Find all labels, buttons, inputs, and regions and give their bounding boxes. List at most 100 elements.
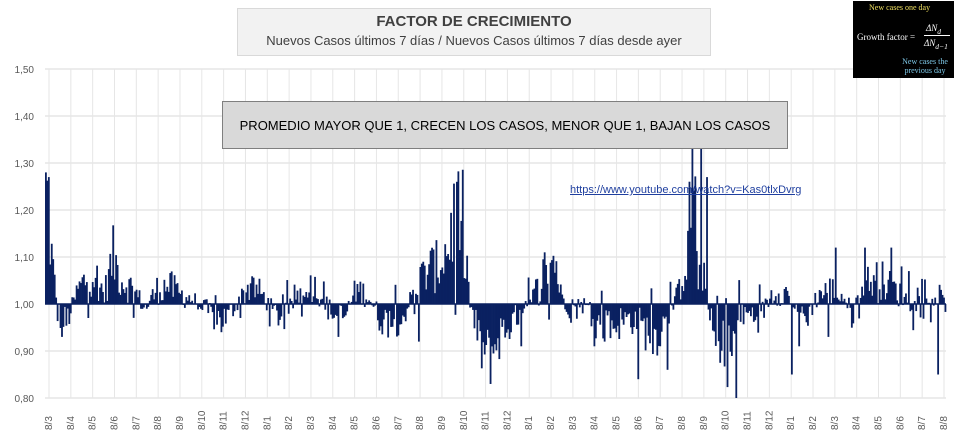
bar: [93, 287, 96, 304]
bar: [662, 304, 665, 317]
x-tick-label: 8/7: [655, 416, 666, 430]
bar: [934, 297, 937, 304]
bar: [735, 304, 738, 398]
bar: [834, 247, 837, 304]
grid-layer: [45, 68, 946, 399]
bar: [757, 304, 760, 333]
bar: [390, 304, 392, 327]
bar: [454, 304, 457, 315]
bar: [65, 304, 68, 326]
bar: [461, 169, 464, 304]
bar: [826, 292, 828, 304]
bar: [907, 271, 910, 304]
bar: [562, 298, 565, 304]
bar: [292, 304, 294, 309]
bar: [622, 304, 625, 325]
bar: [929, 304, 932, 323]
bar: [400, 304, 403, 325]
bar: [268, 304, 271, 327]
bar: [88, 291, 91, 304]
bar: [941, 294, 944, 304]
bar: [533, 288, 536, 304]
bar: [372, 304, 375, 307]
bar: [827, 304, 830, 337]
bar: [488, 304, 490, 338]
bar: [382, 304, 385, 320]
bar: [831, 279, 834, 304]
x-tick-label: 8/8: [677, 416, 688, 430]
bar: [739, 304, 742, 322]
bar: [609, 304, 612, 339]
bar: [306, 297, 309, 304]
bar: [652, 304, 654, 355]
bar: [160, 300, 163, 304]
bar: [540, 288, 543, 304]
bar: [752, 304, 755, 322]
bar: [842, 301, 844, 304]
x-tick-label: 8/9: [699, 416, 710, 430]
bar: [482, 304, 485, 343]
bar: [546, 283, 549, 304]
bar: [344, 304, 347, 316]
bar: [214, 295, 217, 304]
x-tick-label: 8/11: [743, 411, 754, 430]
bar: [665, 304, 667, 317]
bar: [308, 292, 311, 304]
bar: [632, 304, 635, 328]
bar: [150, 294, 153, 304]
bar: [185, 297, 188, 304]
bar: [690, 227, 692, 304]
bar: [166, 286, 169, 304]
bar: [786, 290, 789, 304]
bar: [580, 301, 583, 304]
bar: [381, 304, 384, 335]
bar: [523, 304, 526, 309]
x-tick-label: 8/8: [153, 416, 164, 430]
bar: [861, 286, 863, 304]
youtube-link[interactable]: https://www.youtube.com/watch?v=Kas0tlxD…: [570, 184, 802, 196]
bar: [711, 304, 714, 331]
bar: [792, 304, 795, 308]
bar: [518, 304, 521, 310]
bar: [709, 304, 711, 321]
bar: [681, 286, 684, 304]
x-tick-label: 8/9: [437, 416, 448, 430]
bar: [128, 279, 131, 304]
bar: [521, 304, 524, 314]
bar: [69, 304, 72, 314]
bar: [129, 277, 132, 304]
bar: [458, 250, 461, 304]
bar: [807, 304, 809, 326]
bar: [460, 220, 463, 304]
bar: [556, 284, 559, 304]
bar: [450, 212, 452, 304]
bar: [71, 297, 74, 304]
bar: [330, 304, 333, 315]
bar: [612, 304, 615, 329]
bar: [666, 304, 669, 370]
bar: [219, 304, 221, 318]
bar: [331, 304, 334, 319]
bar: [394, 284, 397, 304]
bar: [262, 292, 265, 304]
bar: [669, 281, 672, 304]
bar: [260, 294, 262, 304]
bar: [176, 283, 179, 304]
bar: [112, 225, 115, 304]
bar: [295, 299, 297, 304]
bar: [878, 289, 881, 304]
x-tick-label: 8/6: [371, 416, 382, 430]
bar: [692, 190, 695, 304]
bar: [241, 288, 243, 304]
bar: [621, 304, 624, 320]
bar: [164, 291, 167, 304]
bar: [570, 304, 572, 323]
bar: [583, 298, 586, 304]
bar: [894, 283, 897, 304]
bar: [871, 295, 874, 304]
bar: [283, 304, 286, 330]
bar: [931, 298, 934, 304]
bar: [210, 304, 213, 307]
bar: [432, 249, 435, 304]
